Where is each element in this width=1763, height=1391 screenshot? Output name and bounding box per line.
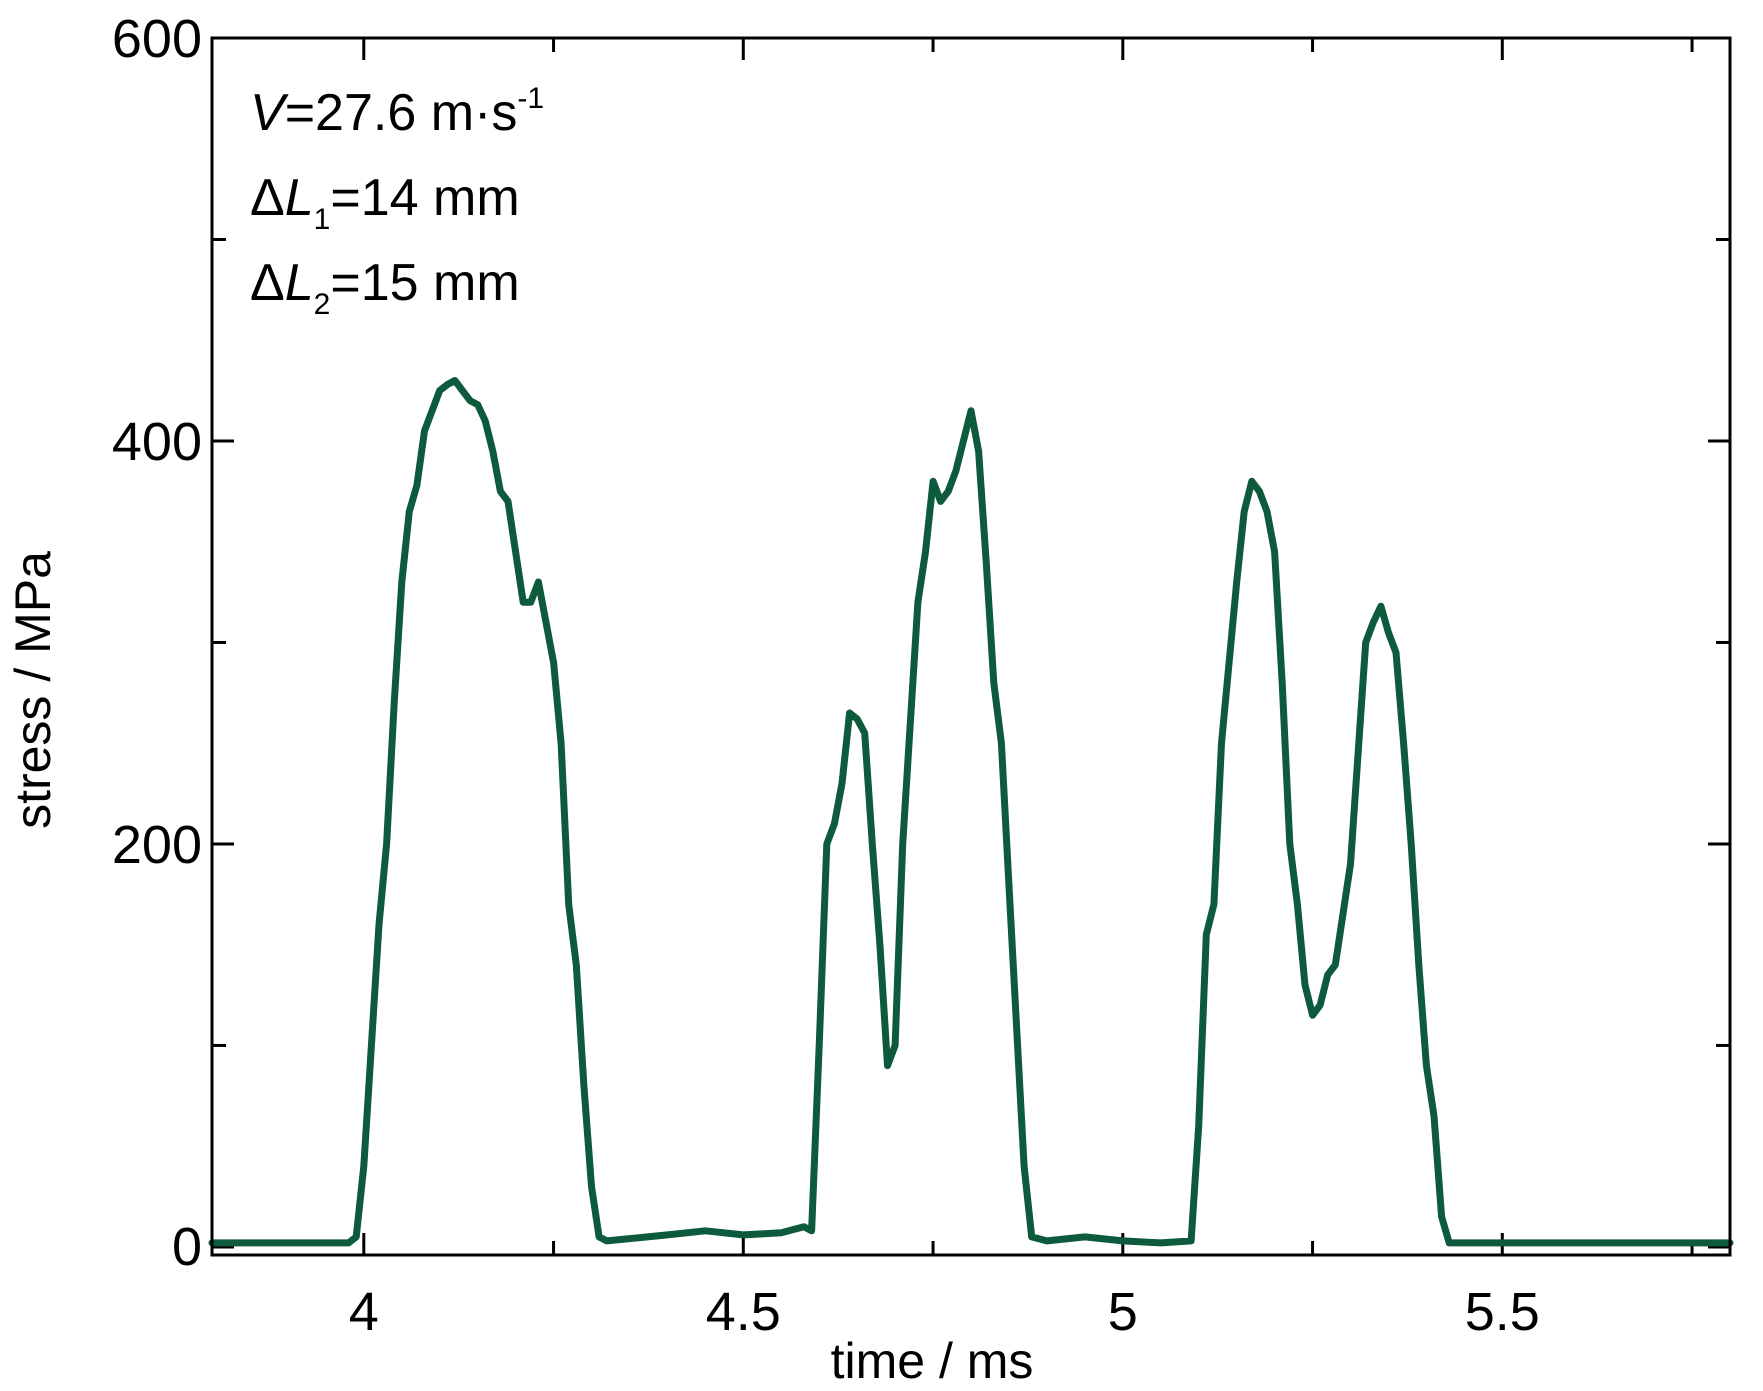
annotation: ΔL2=15 mm [250, 254, 520, 321]
annotation: ΔL1=14 mm [250, 169, 520, 236]
x-tick-label: 4 [349, 1282, 379, 1342]
y-axis-label: stress / MPa [5, 551, 61, 829]
annotation-part: L [285, 254, 314, 312]
annotation: V=27.6 m·s-1 [250, 82, 544, 142]
y-tick-label: 200 [112, 815, 202, 875]
annotation-part: =15 mm [330, 254, 519, 312]
data-line [208, 377, 1734, 1247]
y-tick-label: 0 [172, 1217, 202, 1277]
annotation-part: Δ [250, 169, 285, 227]
annotation-part: V [250, 84, 289, 142]
plot-frame [210, 36, 1732, 1257]
annotation-part: 1 [314, 203, 331, 236]
annotation-part: =14 mm [330, 169, 519, 227]
annotation-part: 2 [314, 288, 331, 321]
annotation-part: -1 [517, 82, 544, 115]
y-tick-label: 400 [112, 412, 202, 472]
annotation-part: =27.6 m·s [285, 84, 518, 142]
x-axis-label: time / ms [831, 1333, 1034, 1389]
annotation-part: Δ [250, 254, 285, 312]
x-tick-label: 4.5 [706, 1282, 781, 1342]
x-tick-label: 5 [1108, 1282, 1138, 1342]
y-tick-label: 600 [112, 9, 202, 69]
x-tick-label: 5.5 [1465, 1282, 1540, 1342]
annotation-part: L [285, 169, 314, 227]
